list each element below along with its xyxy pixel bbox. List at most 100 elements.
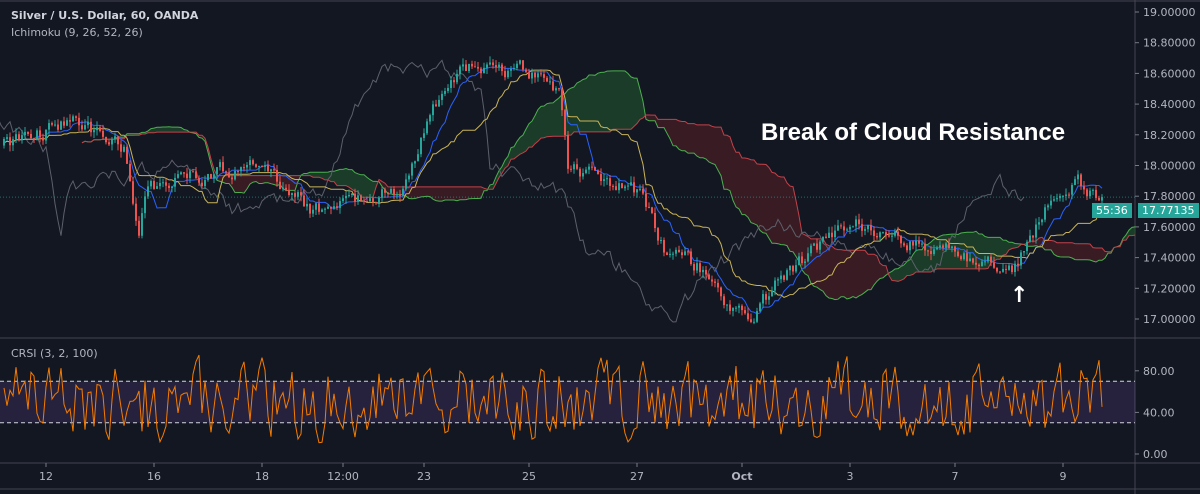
ichimoku-cloud-segment [952, 234, 955, 269]
ichimoku-cloud-segment [766, 164, 769, 239]
candle-body [627, 185, 629, 187]
candle-body [612, 185, 614, 187]
candle-body [513, 68, 515, 70]
candle-body [495, 65, 497, 68]
candle-body [552, 81, 554, 91]
candle-body [396, 194, 398, 196]
price-tick-label: 17.40000 [1143, 252, 1196, 265]
ichimoku-cloud-segment [709, 124, 712, 164]
candle-body [558, 88, 560, 90]
candle-body [399, 194, 401, 196]
candle-body [405, 179, 407, 189]
ichimoku-cloud-segment [850, 250, 853, 299]
candle-body [1101, 197, 1103, 201]
candle-body [486, 64, 488, 68]
time-tick-label: 23 [417, 470, 431, 483]
candle-body [384, 189, 386, 193]
candle-body [699, 263, 701, 273]
ichimoku-cloud-segment [472, 186, 475, 199]
candle-body [621, 183, 623, 189]
ichimoku-cloud-segment [685, 121, 688, 154]
ichimoku-cloud-segment [235, 175, 238, 193]
candle-body [357, 195, 359, 202]
candle-body [411, 163, 413, 176]
candle-body [789, 265, 791, 271]
ichimoku-cloud-segment [418, 186, 421, 198]
ichimoku-cloud-segment [961, 232, 964, 269]
candle-body [183, 172, 185, 174]
ichimoku-legend[interactable]: Ichimoku (9, 26, 52, 26) [11, 26, 143, 39]
candle-body [1023, 251, 1025, 253]
ichimoku-cloud-segment [571, 87, 574, 136]
ichimoku-cloud-segment [715, 127, 718, 171]
candle-body [948, 243, 950, 248]
ichimoku-cloud-segment [1132, 226, 1135, 236]
ichimoku-cloud-segment [304, 173, 307, 176]
ichimoku-cloud-segment [841, 249, 844, 297]
candle-body [543, 74, 545, 78]
candle-body [858, 219, 860, 225]
candle-body [708, 274, 710, 280]
candle-body [135, 203, 137, 221]
candle-body [693, 264, 695, 271]
ichimoku-cloud-segment [526, 123, 529, 151]
chikou-span [0, 59, 1025, 323]
time-tick-label: 12 [39, 470, 53, 483]
candle-body [120, 144, 122, 152]
ichimoku-cloud-segment [865, 250, 868, 293]
ichimoku-cloud-segment [721, 127, 724, 190]
ichimoku-cloud-segment [1090, 243, 1093, 262]
kijun-line [3, 69, 1103, 298]
ichimoku-cloud-segment [442, 186, 445, 202]
candle-body [825, 236, 827, 238]
ichimoku-cloud-segment [928, 242, 931, 273]
candle-body [795, 265, 797, 272]
candle-body [372, 198, 374, 203]
candle-body [687, 251, 689, 253]
candle-body [972, 258, 974, 263]
candle-body [786, 270, 788, 280]
candle-body [717, 282, 719, 288]
time-tick-label: Oct [731, 470, 752, 483]
candle-body [1068, 194, 1070, 196]
candle-body [996, 267, 998, 272]
candle-body [615, 186, 617, 191]
candle-body [132, 181, 134, 204]
candle-body [12, 139, 14, 146]
candle-body [261, 165, 263, 167]
ichimoku-cloud-segment [178, 127, 181, 133]
ichimoku-cloud-segment [889, 271, 892, 281]
candle-body [933, 249, 935, 255]
ichimoku-cloud-segment [694, 123, 697, 157]
candle-body [918, 240, 920, 244]
candle-body [987, 256, 989, 262]
candle-body [126, 146, 128, 164]
ichimoku-cloud-segment [1129, 227, 1132, 236]
candle-body [975, 262, 977, 265]
crsi-legend[interactable]: CRSI (3, 2, 100) [11, 347, 98, 360]
candle-body [342, 198, 344, 202]
candle-body [549, 81, 551, 83]
ichimoku-cloud-segment [490, 184, 493, 190]
ichimoku-cloud-segment [202, 135, 205, 142]
ichimoku-cloud-segment [1084, 243, 1087, 260]
candle-body [654, 212, 656, 229]
ichimoku-cloud-segment [439, 186, 442, 202]
ichimoku-cloud-segment [820, 238, 823, 292]
candle-body [753, 321, 755, 323]
candle-body [534, 72, 536, 78]
candle-body [387, 192, 389, 194]
symbol-title[interactable]: Silver / U.S. Dollar, 60, OANDA [11, 9, 199, 22]
ichimoku-cloud-segment [586, 75, 589, 132]
candle-body [315, 203, 317, 210]
ichimoku-cloud-segment [616, 70, 619, 130]
ichimoku-cloud-segment [547, 103, 550, 137]
up-arrow-icon: ↑ [1010, 283, 1029, 308]
ichimoku-cloud-segment [856, 250, 859, 298]
candle-body [207, 174, 209, 181]
ichimoku-cloud-segment [916, 249, 919, 273]
candle-body [1053, 199, 1055, 201]
candle-body [1035, 224, 1037, 238]
candle-body [936, 247, 938, 250]
